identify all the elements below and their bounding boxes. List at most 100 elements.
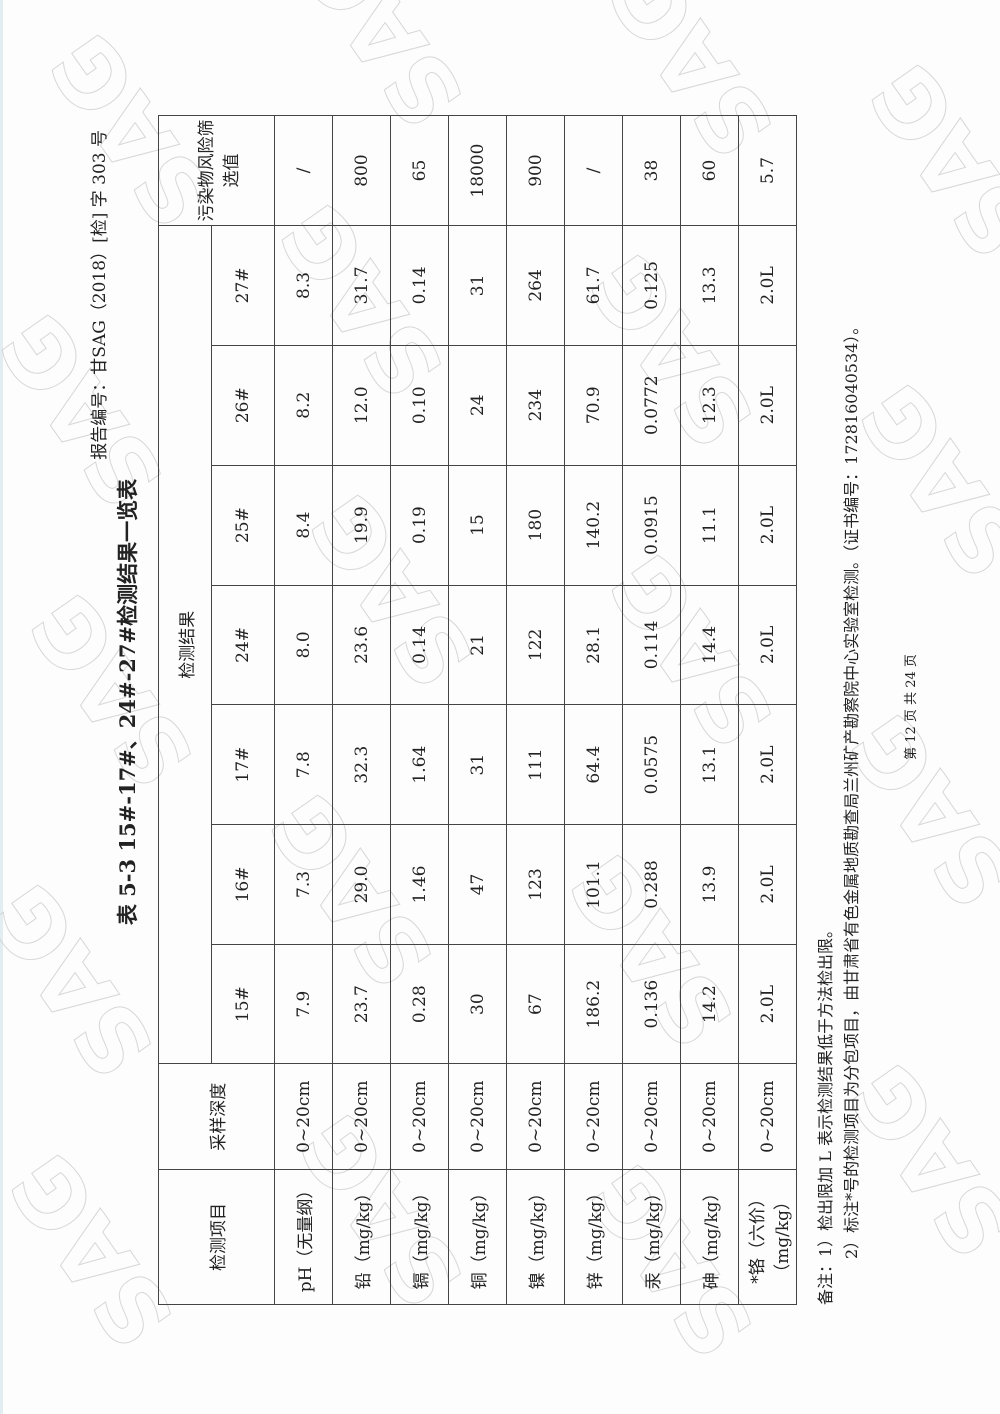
cell-value: 0.136 bbox=[622, 944, 681, 1064]
cell-value: 0.114 bbox=[622, 585, 681, 705]
cell-value: 0.288 bbox=[622, 824, 681, 945]
cell-value: 7.3 bbox=[274, 824, 333, 945]
cell-item: 砷（mg/kg） bbox=[680, 1169, 739, 1305]
page-footer: 第 12 页 共 24 页 bbox=[904, 654, 919, 760]
cell-value: 0.125 bbox=[622, 225, 681, 346]
header-depth: 采样深度 bbox=[158, 1063, 275, 1170]
cell-value: 2.0L bbox=[738, 345, 797, 466]
cell-value: 2.0L bbox=[738, 704, 797, 825]
note-2: 2）标注*号的检测项目为分包项目，由甘肃省有色金属地质勘查局兰州矿产勘察院中心实… bbox=[842, 318, 861, 1259]
cell-value: 0.14 bbox=[390, 585, 449, 705]
cell-value: 7.8 bbox=[274, 704, 333, 825]
cell-value: 8.2 bbox=[274, 345, 333, 466]
cell-value: 0.14 bbox=[390, 225, 449, 346]
cell-value: 0.10 bbox=[390, 345, 449, 466]
cell-value: 64.4 bbox=[564, 704, 623, 825]
cell-value: 15 bbox=[448, 465, 507, 586]
cell-value: 14.4 bbox=[680, 585, 739, 705]
cell-value: 186.2 bbox=[564, 944, 623, 1064]
cell-depth: 0~20cm bbox=[506, 1063, 565, 1170]
cell-item: *铬（六价）（mg/kg） bbox=[738, 1169, 797, 1305]
cell-limit: 38 bbox=[622, 115, 681, 226]
cell-depth: 0~20cm bbox=[680, 1063, 739, 1170]
cell-value: 13.9 bbox=[680, 824, 739, 945]
cell-value: 29.0 bbox=[332, 824, 391, 945]
cell-value: 2.0L bbox=[738, 225, 797, 346]
cell-value: 0.0915 bbox=[622, 465, 681, 586]
cell-limit: 18000 bbox=[448, 115, 507, 226]
table-row: 砷（mg/kg） 0~20cm 14.2 13.9 13.1 14.4 11.1 12.3 13… bbox=[680, 115, 739, 1305]
cell-value: 234 bbox=[506, 345, 565, 466]
cell-value: 0.19 bbox=[390, 465, 449, 586]
header-sample: 24# bbox=[211, 585, 275, 705]
cell-value: 13.3 bbox=[680, 225, 739, 346]
cell-value: 180 bbox=[506, 465, 565, 586]
table-row: 镉（mg/kg） 0~20cm 0.28 1.46 1.64 0.14 0.19 0.10 0.… bbox=[390, 115, 449, 1305]
cell-item: pH（无量纲） bbox=[274, 1169, 333, 1305]
cell-value: 14.2 bbox=[680, 944, 739, 1064]
cell-depth: 0~20cm bbox=[738, 1063, 797, 1170]
table-title: 表 5-3 15#-17#、24#-27#检测结果一览表 bbox=[115, 478, 140, 926]
cell-value: 7.9 bbox=[274, 944, 333, 1064]
cell-value: 2.0L bbox=[738, 585, 797, 705]
header-sample: 26# bbox=[211, 345, 275, 466]
cell-limit: 60 bbox=[680, 115, 739, 226]
cell-value: 24 bbox=[448, 345, 507, 466]
cell-value: 123 bbox=[506, 824, 565, 945]
cell-value: 0.28 bbox=[390, 944, 449, 1064]
cell-value: 23.7 bbox=[332, 944, 391, 1064]
header-sample: 27# bbox=[211, 225, 275, 346]
cell-value: 13.1 bbox=[680, 704, 739, 825]
cell-limit: 800 bbox=[332, 115, 391, 226]
header-limit: 污染物风险筛选值 bbox=[158, 115, 275, 226]
cell-limit: / bbox=[274, 115, 333, 226]
cell-value: 21 bbox=[448, 585, 507, 705]
cell-depth: 0~20cm bbox=[564, 1063, 623, 1170]
cell-value: 0.0575 bbox=[622, 704, 681, 825]
cell-item: 铜（mg/kg） bbox=[448, 1169, 507, 1305]
cell-depth: 0~20cm bbox=[274, 1063, 333, 1170]
cell-value: 8.4 bbox=[274, 465, 333, 586]
cell-item: 铅（mg/kg） bbox=[332, 1169, 391, 1305]
cell-value: 12.3 bbox=[680, 345, 739, 466]
cell-value: 1.46 bbox=[390, 824, 449, 945]
cell-item: 镍（mg/kg） bbox=[506, 1169, 565, 1305]
cell-value: 0.0772 bbox=[622, 345, 681, 466]
cell-depth: 0~20cm bbox=[390, 1063, 449, 1170]
table-row: 铅（mg/kg） 0~20cm 23.7 29.0 32.3 23.6 19.9 12.0 31… bbox=[332, 115, 391, 1305]
cell-value: 31 bbox=[448, 704, 507, 825]
watermark: SAG bbox=[0, 864, 176, 1096]
cell-value: 101.1 bbox=[564, 824, 623, 945]
cell-value: 70.9 bbox=[564, 345, 623, 466]
cell-depth: 0~20cm bbox=[448, 1063, 507, 1170]
cell-value: 1.64 bbox=[390, 704, 449, 825]
table-row: *铬（六价）（mg/kg） 0~20cm 2.0L 2.0L 2.0L 2.0L 2.0L 2… bbox=[738, 115, 797, 1305]
cell-value: 19.9 bbox=[332, 465, 391, 586]
cell-depth: 0~20cm bbox=[332, 1063, 391, 1170]
watermark: SAG bbox=[839, 364, 1000, 596]
cell-value: 8.3 bbox=[274, 225, 333, 346]
cell-value: 264 bbox=[506, 225, 565, 346]
cell-value: 8.0 bbox=[274, 585, 333, 705]
cell-value: 30 bbox=[448, 944, 507, 1064]
cell-value: 28.1 bbox=[564, 585, 623, 705]
cell-value: 11.1 bbox=[680, 465, 739, 586]
header-sample: 25# bbox=[211, 465, 275, 586]
header-results: 检测结果 bbox=[158, 225, 212, 1064]
cell-value: 12.0 bbox=[332, 345, 391, 466]
table-row: 汞（mg/kg） 0~20cm 0.136 0.288 0.0575 0.114 0.091… bbox=[622, 115, 681, 1305]
cell-value: 32.3 bbox=[332, 704, 391, 825]
cell-value: 31 bbox=[448, 225, 507, 346]
cell-value: 47 bbox=[448, 824, 507, 945]
cell-item: 锌（mg/kg） bbox=[564, 1169, 623, 1305]
cell-value: 2.0L bbox=[738, 465, 797, 586]
cell-value: 122 bbox=[506, 585, 565, 705]
cell-item: 汞（mg/kg） bbox=[622, 1169, 681, 1305]
cell-value: 111 bbox=[506, 704, 565, 825]
cell-limit: 65 bbox=[390, 115, 449, 226]
cell-value: 2.0L bbox=[738, 824, 797, 945]
cell-limit: 5.7 bbox=[738, 115, 797, 226]
header-sample: 17# bbox=[211, 704, 275, 825]
table-row: 镍（mg/kg） 0~20cm 67 123 111 122 180 234 264 900 bbox=[506, 115, 565, 1305]
